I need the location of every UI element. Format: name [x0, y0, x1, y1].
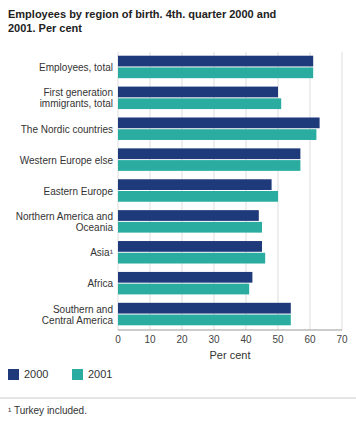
tick-label: 20 [176, 334, 188, 345]
category-label: Employees, total [39, 62, 113, 73]
separator [0, 398, 356, 399]
category-label: Southern andCentral America [42, 304, 114, 326]
bar [118, 179, 272, 190]
category-label: Asia¹ [90, 247, 113, 258]
bar [118, 284, 249, 295]
tick-label: 10 [144, 334, 156, 345]
category-label: The Nordic countries [21, 124, 113, 135]
category-label: Western Europe else [20, 155, 114, 166]
tick-label: 60 [304, 334, 316, 345]
bar [118, 272, 252, 283]
tick-label: 30 [208, 334, 220, 345]
legend-swatch [8, 369, 19, 380]
legend-label: 2000 [24, 368, 48, 380]
category-label: Eastern Europe [44, 186, 114, 197]
bar [118, 222, 262, 233]
legend-label: 2001 [88, 368, 112, 380]
legend: 2000 2001 [8, 368, 112, 380]
tick-label: 50 [272, 334, 284, 345]
tick-label: 40 [240, 334, 252, 345]
bar [118, 67, 313, 78]
tick-label: 0 [115, 334, 121, 345]
category-label: Africa [87, 278, 113, 289]
chart: Employees by region of birth. 4th. quart… [0, 0, 356, 426]
bars [118, 56, 320, 326]
bar [118, 303, 291, 314]
bar [118, 129, 316, 140]
axis-label: Per cent [210, 349, 251, 361]
grid-line [310, 52, 311, 330]
bar [118, 87, 278, 98]
bar [118, 98, 281, 109]
tick-label: 70 [336, 334, 348, 345]
grid-line [342, 52, 343, 330]
footnote: ¹ Turkey included. [8, 405, 87, 416]
bar [118, 210, 259, 221]
legend-swatch [72, 369, 83, 380]
bar [118, 160, 300, 171]
title: Employees by region of birth. 4th. quart… [8, 8, 276, 34]
bar [118, 315, 291, 326]
bar [118, 191, 278, 202]
grid [118, 52, 342, 330]
bar [118, 148, 300, 159]
bar [118, 56, 313, 67]
axis-line [118, 330, 342, 331]
category-label: First generationimmigrants, total [40, 87, 113, 109]
bar [118, 241, 262, 252]
bar [118, 253, 265, 264]
bar [118, 117, 320, 128]
category-label: Northern America andOceania [16, 211, 114, 233]
